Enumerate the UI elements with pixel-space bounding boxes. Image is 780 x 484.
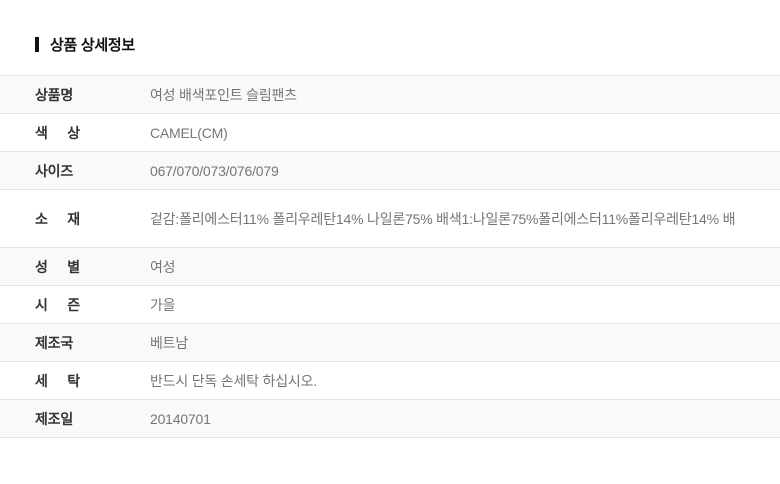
row-value: 여성 배색포인트 슬림팬츠 [150, 86, 297, 103]
table-row-product-name: 상품명 여성 배색포인트 슬림팬츠 [0, 76, 780, 114]
row-value: CAMEL(CM) [150, 124, 228, 141]
table-row-washing: 세 탁 반드시 단독 손세탁 하십시오. [0, 362, 780, 400]
row-label: 시 즌 [35, 296, 80, 313]
table-row-country: 제조국 베트남 [0, 324, 780, 362]
row-label: 제조일 [35, 410, 74, 427]
row-value: 베트남 [150, 334, 189, 351]
table-row-gender: 성 별 여성 [0, 248, 780, 286]
row-label: 제조국 [35, 334, 74, 351]
row-value: 20140701 [150, 410, 211, 427]
table-row-season: 시 즌 가을 [0, 286, 780, 324]
table-row-manufacture-date: 제조일 20140701 [0, 400, 780, 438]
row-label: 상품명 [35, 86, 74, 103]
section-header: 상품 상세정보 [35, 36, 780, 54]
table-row-color: 색 상 CAMEL(CM) [0, 114, 780, 152]
title-bar-accent [35, 36, 39, 52]
row-value: 반드시 단독 손세탁 하십시오. [150, 372, 317, 389]
table-row-size: 사이즈 067/070/073/076/079 [0, 152, 780, 190]
row-value: 겉감:폴리에스터11% 폴리우레탄14% 나일론75% 배색1:나일론75%폴리… [150, 210, 736, 227]
row-label: 사이즈 [35, 162, 74, 179]
row-label: 세 탁 [35, 372, 80, 389]
row-value: 여성 [150, 258, 176, 275]
section-title: 상품 상세정보 [50, 36, 135, 54]
product-spec-table: 상품명 여성 배색포인트 슬림팬츠 색 상 CAMEL(CM) 사이즈 067/… [0, 75, 780, 438]
table-row-material: 소 재 겉감:폴리에스터11% 폴리우레탄14% 나일론75% 배색1:나일론7… [0, 190, 780, 248]
row-label: 소 재 [35, 210, 80, 227]
row-value: 067/070/073/076/079 [150, 162, 279, 179]
row-value: 가을 [150, 296, 176, 313]
row-label: 색 상 [35, 124, 80, 141]
row-label: 성 별 [35, 258, 80, 275]
